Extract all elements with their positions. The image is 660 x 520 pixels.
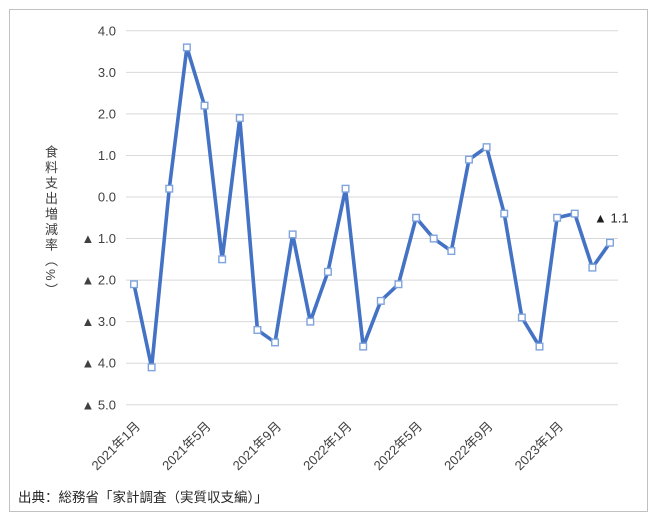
data-point-marker: [376, 296, 385, 305]
y-tick-label: ▲ 1.0: [81, 231, 116, 246]
y-tick-label: 0.0: [98, 190, 116, 205]
data-point-marker: [464, 155, 473, 164]
x-tick-label: 2021年9月: [230, 419, 285, 474]
x-tick-label: 2022年5月: [371, 419, 426, 474]
data-point-marker: [606, 238, 615, 247]
y-tick-label: 2.0: [98, 106, 116, 121]
data-point-marker: [500, 209, 509, 218]
data-point-marker: [288, 230, 297, 239]
data-point-marker: [341, 184, 350, 193]
x-tick-label: 2022年9月: [441, 419, 496, 474]
source-caption: 出典：総務省「家計調査（実質収支編）」: [18, 490, 268, 505]
y-tick-label: ▲ 2.0: [81, 273, 116, 288]
x-tick-label: 2022年1月: [300, 419, 355, 474]
data-point-marker: [253, 325, 262, 334]
x-tick-label: 2021年5月: [159, 419, 214, 474]
data-point-marker: [271, 338, 280, 347]
x-tick-label: 2021年1月: [89, 419, 144, 474]
x-tick-label: 2023年1月: [512, 419, 567, 474]
y-tick-label: ▲ 5.0: [81, 397, 116, 412]
data-point-marker: [517, 313, 526, 322]
y-tick-label: 3.0: [98, 65, 116, 80]
y-axis-title: 食料支出増減率（%）: [43, 145, 58, 299]
data-point-marker: [323, 267, 332, 276]
data-point-marker: [200, 101, 209, 110]
data-point-marker: [394, 280, 403, 289]
data-point-marker: [535, 342, 544, 351]
data-line: [132, 45, 612, 370]
last-value-annotation: ▲ 1.1: [594, 211, 629, 226]
y-tick-label: ▲ 3.0: [81, 314, 116, 329]
data-point-marker: [306, 317, 315, 326]
data-point-marker: [429, 234, 438, 243]
data-point-marker: [588, 263, 597, 272]
y-tick-label: ▲ 4.0: [81, 356, 116, 371]
data-point-marker: [235, 114, 244, 123]
data-point-marker: [218, 255, 227, 264]
data-point-marker: [553, 213, 562, 222]
data-point-marker: [147, 363, 156, 372]
data-point-marker: [570, 209, 579, 218]
chart-figure: 4.0 3.0 2.0 1.0 0.0 ▲ 1.0 ▲ 2.0 ▲ 3.0 ▲ 4.0 ▲ 5.0…: [9, 9, 648, 512]
y-tick-label: 4.0: [98, 23, 116, 38]
data-point-marker: [129, 280, 138, 289]
data-point-marker: [482, 143, 491, 152]
data-point-marker: [182, 43, 191, 52]
data-point-marker: [412, 213, 421, 222]
line-chart: 4.0 3.0 2.0 1.0 0.0 ▲ 1.0 ▲ 2.0 ▲ 3.0 ▲ 4.0 ▲ 5.0…: [81, 23, 629, 474]
y-tick-label: 1.0: [98, 148, 116, 163]
data-point-marker: [447, 247, 456, 256]
data-point-marker: [165, 184, 174, 193]
data-point-marker: [359, 342, 368, 351]
